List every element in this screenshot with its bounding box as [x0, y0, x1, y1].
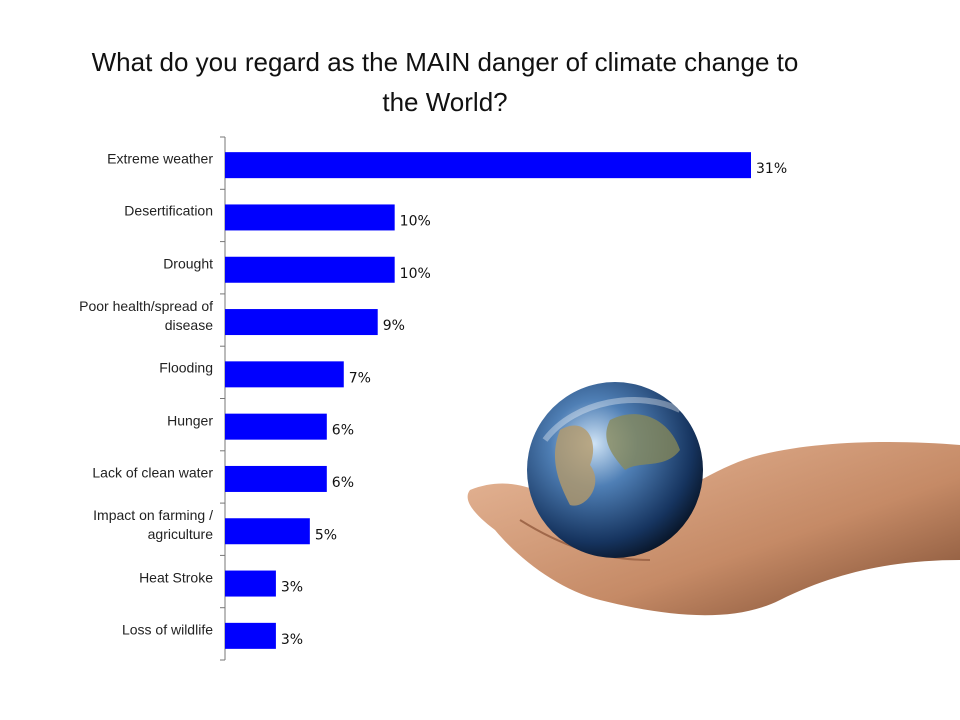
value-label: 3%	[281, 632, 303, 648]
value-label: 31%	[756, 161, 787, 177]
value-label: 10%	[400, 213, 431, 229]
category-label: Heat Stroke	[139, 569, 213, 586]
bar	[225, 570, 276, 597]
bar	[225, 309, 378, 336]
bar	[225, 518, 310, 545]
category-label: Impact on farming / agriculture	[93, 507, 213, 543]
category-label: Desertification	[124, 202, 213, 219]
bar	[225, 465, 327, 492]
value-label: 3%	[281, 580, 303, 596]
hand-illustration	[467, 382, 960, 616]
chart-title: What do you regard as the MAIN danger of…	[91, 47, 799, 117]
category-label: Lack of clean water	[92, 464, 213, 481]
category-label: Poor health/spread of disease	[79, 298, 213, 334]
bar	[225, 361, 344, 388]
value-label: 7%	[349, 370, 371, 386]
bar	[225, 152, 751, 179]
category-label: Flooding	[159, 359, 213, 376]
bar	[225, 256, 395, 283]
bar	[225, 622, 276, 649]
category-label: Hunger	[167, 412, 213, 429]
value-label: 5%	[315, 527, 337, 543]
value-label: 6%	[332, 423, 354, 439]
bar	[225, 204, 395, 231]
category-label: Drought	[163, 255, 213, 272]
bar	[225, 413, 327, 440]
category-label: Loss of wildlife	[121, 621, 213, 638]
category-label: Extreme weather	[107, 150, 213, 167]
value-label: 6%	[332, 475, 354, 491]
value-label: 9%	[383, 318, 405, 334]
value-label: 10%	[400, 266, 431, 282]
